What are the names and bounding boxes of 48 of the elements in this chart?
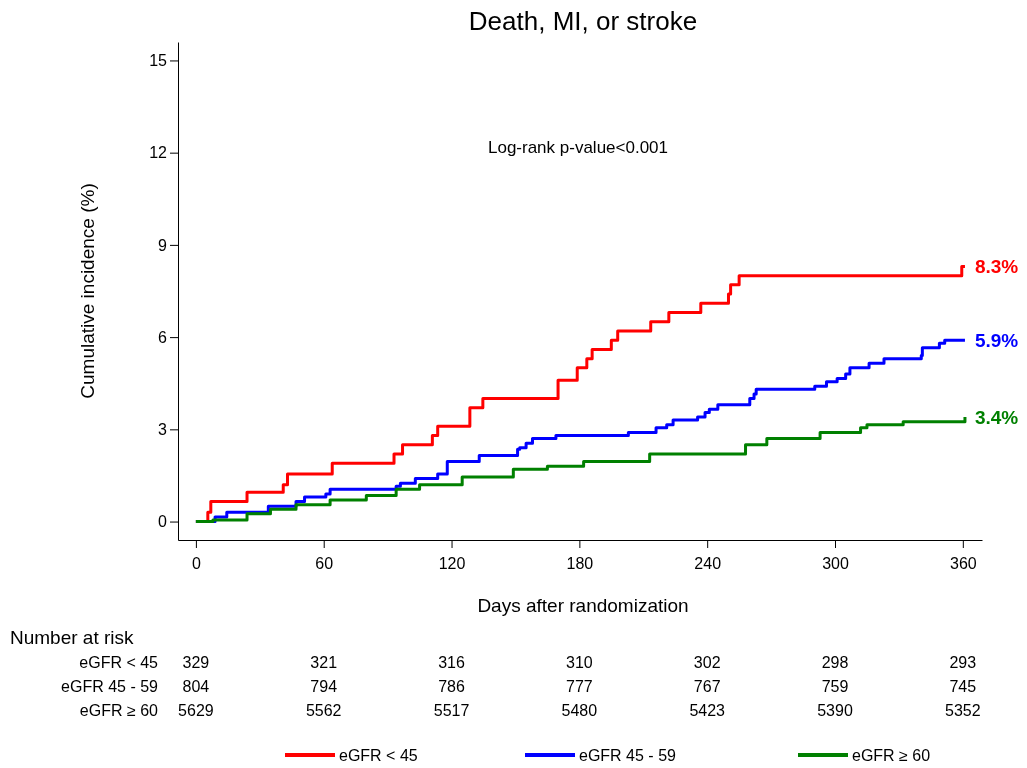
y-tick-label: 12 <box>149 144 168 162</box>
text: 298 <box>821 654 849 671</box>
x-axis-title: Days after randomization <box>477 595 689 616</box>
legend-label: eGFR 45 - 59 <box>579 746 677 764</box>
text: 316 <box>438 654 465 671</box>
text: 310 <box>566 654 593 671</box>
text: 759 <box>821 678 849 695</box>
text: 5390 <box>817 702 853 719</box>
annotation: 3.4% <box>974 406 1019 428</box>
y-tick-label: 3 <box>158 420 168 438</box>
chart-title: Death, MI, or stroke <box>468 6 698 36</box>
text: Number at risk <box>10 627 135 648</box>
y-axis-title: Cumulative incidence (%) <box>77 183 98 399</box>
text: 5629 <box>178 702 214 719</box>
text: 786 <box>438 678 465 695</box>
text: 5423 <box>689 702 726 719</box>
text: 5517 <box>433 702 470 719</box>
text: 777 <box>566 678 593 695</box>
annotation: 8.3% <box>974 256 1019 278</box>
y-tick-label: 9 <box>158 236 168 254</box>
x-tick-label: 60 <box>315 554 334 572</box>
x-tick-label: 300 <box>822 554 849 572</box>
text: 804 <box>182 678 210 695</box>
text: 5562 <box>305 702 342 719</box>
x-tick-label: 120 <box>438 554 466 572</box>
text: 745 <box>949 678 977 695</box>
y-tick-label: 15 <box>149 52 168 70</box>
x-tick-label: 180 <box>566 554 594 572</box>
text: 321 <box>310 654 338 671</box>
y-tick-label: 0 <box>158 513 168 531</box>
annotation: Log-rank p-value<0.001 <box>487 138 669 157</box>
text: 329 <box>182 654 210 671</box>
y-tick-label: 6 <box>158 328 168 346</box>
text: 767 <box>693 678 721 695</box>
legend-label: eGFR ≥ 60 <box>852 746 931 764</box>
text: 794 <box>310 678 338 695</box>
annotation: 5.9% <box>974 329 1019 351</box>
legend-label: eGFR < 45 <box>339 746 418 764</box>
text: 293 <box>949 654 977 671</box>
text: 5352 <box>945 702 981 719</box>
text: eGFR ≥ 60 <box>79 702 159 719</box>
text: 5480 <box>561 702 598 719</box>
text: eGFR < 45 <box>79 654 159 671</box>
text: 302 <box>693 654 721 671</box>
x-tick-label: 240 <box>694 554 722 572</box>
x-tick-label: 0 <box>191 554 201 572</box>
x-tick-label: 360 <box>949 554 977 572</box>
text: eGFR 45 - 59 <box>61 678 159 695</box>
